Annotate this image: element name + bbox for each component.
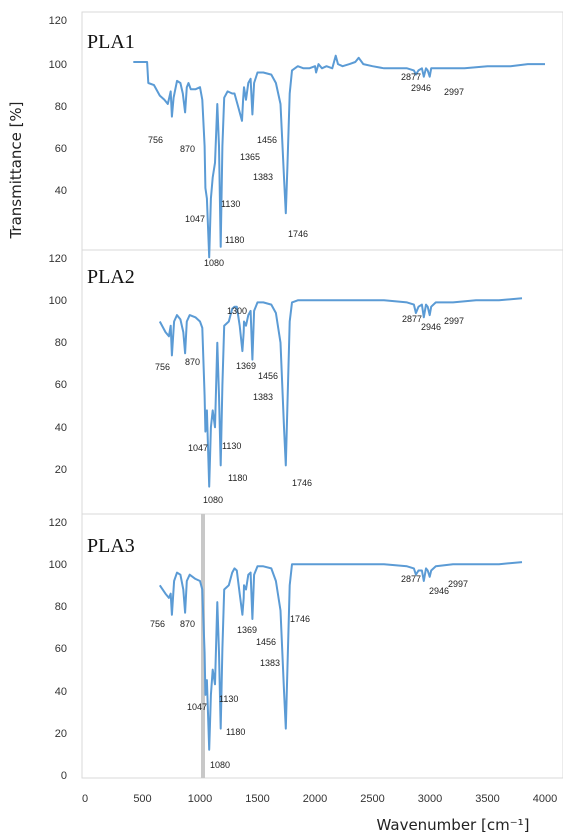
peak-label: 2946 bbox=[421, 322, 441, 332]
peak-label: 756 bbox=[148, 135, 163, 145]
peak-label: 1456 bbox=[256, 637, 276, 647]
x-tick-label: 0 bbox=[82, 793, 88, 805]
panel-title-pla2: PLA2 bbox=[87, 266, 135, 288]
peak-label: 1080 bbox=[203, 495, 223, 505]
x-tick-label: 4000 bbox=[533, 793, 557, 805]
y-tick-label: 60 bbox=[55, 379, 67, 391]
y-tick-label: 120 bbox=[49, 15, 67, 27]
spectrum-line-pla3 bbox=[158, 561, 523, 751]
peak-label: 1180 bbox=[225, 235, 244, 245]
peak-label: 1047 bbox=[187, 702, 207, 712]
peak-label: 2946 bbox=[411, 83, 431, 93]
peak-label: 1365 bbox=[240, 152, 260, 162]
panel-frame-pla3 bbox=[81, 513, 563, 779]
peak-label: 1383 bbox=[253, 392, 273, 402]
y-tick-label: 40 bbox=[55, 422, 67, 434]
y-tick-label: 60 bbox=[55, 643, 67, 655]
y-tick-label: 80 bbox=[55, 101, 67, 113]
peak-label: 1180 bbox=[226, 727, 245, 737]
peak-label: 1746 bbox=[292, 478, 312, 488]
peak-label: 870 bbox=[180, 619, 195, 629]
y-tick-label: 100 bbox=[49, 295, 67, 307]
peak-label: 1300 bbox=[227, 306, 247, 316]
peak-label: 2877 bbox=[401, 574, 421, 584]
peak-label: 1130 bbox=[222, 441, 241, 451]
spectrum-line-pla1 bbox=[133, 54, 545, 259]
panel-title-pla1: PLA1 bbox=[87, 31, 135, 53]
y-tick-label: 100 bbox=[49, 59, 67, 71]
peak-label: 1080 bbox=[204, 258, 224, 268]
peak-label: 1080 bbox=[210, 760, 230, 770]
peak-label: 1383 bbox=[253, 172, 273, 182]
peak-label: 1047 bbox=[188, 443, 208, 453]
x-tick-label: 2000 bbox=[303, 793, 327, 805]
x-tick-label: 1500 bbox=[245, 793, 269, 805]
peak-label: 2946 bbox=[429, 586, 449, 596]
peak-label: 2997 bbox=[448, 579, 468, 589]
panel-title-pla3: PLA3 bbox=[87, 535, 135, 557]
peak-label: 870 bbox=[185, 357, 200, 367]
peak-label: 1130 bbox=[221, 199, 240, 209]
spectrum-line-pla2 bbox=[158, 297, 523, 488]
peak-label: 2997 bbox=[444, 87, 464, 97]
peak-label: 1180 bbox=[228, 473, 247, 483]
y-tick-label: 40 bbox=[55, 686, 67, 698]
y-tick-label: 0 bbox=[61, 770, 67, 782]
x-tick-label: 3500 bbox=[475, 793, 499, 805]
peak-label: 1130 bbox=[219, 694, 238, 704]
panel-frame-pla1 bbox=[81, 11, 563, 251]
peak-label: 2997 bbox=[444, 316, 464, 326]
peak-label: 2877 bbox=[402, 314, 422, 324]
peak-label: 1746 bbox=[288, 229, 308, 239]
y-tick-label: 40 bbox=[55, 185, 67, 197]
peak-label: 1383 bbox=[260, 658, 280, 668]
y-tick-label: 120 bbox=[49, 517, 67, 529]
x-tick-label: 2500 bbox=[360, 793, 384, 805]
y-tick-label: 80 bbox=[55, 337, 67, 349]
panel-frame-pla2 bbox=[81, 249, 563, 515]
peak-label: 870 bbox=[180, 144, 195, 154]
x-axis-title: Wavenumber [cm⁻¹] bbox=[377, 816, 530, 834]
y-tick-label: 120 bbox=[49, 253, 67, 265]
peak-label: 756 bbox=[155, 362, 170, 372]
y-tick-label: 80 bbox=[55, 601, 67, 613]
y-tick-label: 100 bbox=[49, 559, 67, 571]
peak-label: 1047 bbox=[185, 214, 205, 224]
x-tick-label: 500 bbox=[133, 793, 151, 805]
y-tick-label: 20 bbox=[55, 728, 67, 740]
y-tick-label: 20 bbox=[55, 464, 67, 476]
y-tick-label: 60 bbox=[55, 143, 67, 155]
x-tick-label: 3000 bbox=[418, 793, 442, 805]
peak-label: 1746 bbox=[290, 614, 310, 624]
peak-label: 1456 bbox=[257, 135, 277, 145]
peak-label: 1456 bbox=[258, 371, 278, 381]
peak-label: 1369 bbox=[237, 625, 257, 635]
x-tick-label: 1000 bbox=[188, 793, 212, 805]
y-axis-title: Transmittance [%] bbox=[7, 101, 25, 239]
peak-label: 756 bbox=[150, 619, 165, 629]
peak-label: 2877 bbox=[401, 72, 421, 82]
peak-label: 1369 bbox=[236, 361, 256, 371]
